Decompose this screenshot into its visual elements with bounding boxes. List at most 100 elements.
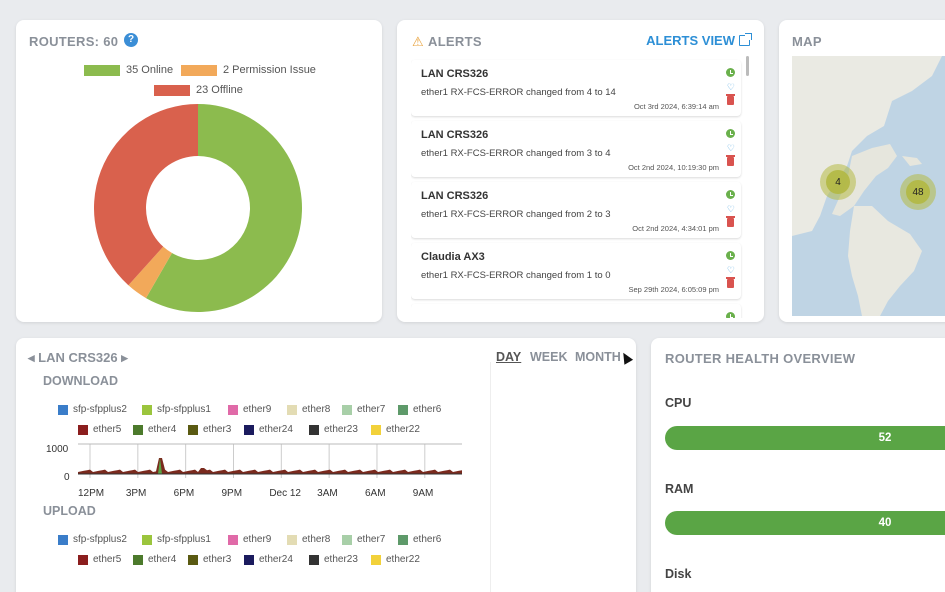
legend-offline[interactable]: 23 Offline	[154, 84, 243, 96]
map-cluster[interactable]: 4	[820, 164, 856, 200]
x-tick-label: 9AM	[412, 488, 434, 499]
alert-item[interactable]: LAN CRS326 ether1 RX-FCS-ERROR changed f…	[411, 182, 741, 238]
routers-title: ROUTERS: 60	[29, 34, 119, 49]
legend-online[interactable]: 35 Online	[84, 64, 173, 76]
interface-swatch	[371, 424, 381, 435]
clock-icon[interactable]	[726, 129, 735, 138]
interface-legend-item[interactable]: ether3	[188, 424, 231, 435]
interface-swatch	[78, 424, 88, 435]
prev-router-icon[interactable]: ◂	[28, 350, 35, 365]
world-map[interactable]: 4 48	[792, 56, 945, 316]
interface-legend-item[interactable]: ether4	[133, 424, 176, 435]
interface-swatch	[133, 554, 143, 565]
interface-legend-item[interactable]: ether22	[371, 554, 420, 565]
interface-legend-item[interactable]: ether9	[228, 534, 271, 545]
trash-icon[interactable]	[726, 216, 735, 227]
cpu-label: CPU	[665, 396, 692, 410]
donut-slice-online[interactable]	[146, 104, 302, 312]
alerts-view-label: ALERTS VIEW	[646, 33, 735, 48]
interface-label: ether6	[413, 534, 442, 545]
interface-swatch	[244, 554, 254, 565]
download-title: DOWNLOAD	[43, 374, 118, 388]
heart-icon[interactable]: ♡	[726, 204, 735, 214]
router-selector[interactable]: ◂ LAN CRS326 ▸	[28, 350, 128, 366]
heart-icon[interactable]: ♡	[726, 265, 735, 275]
map-cluster[interactable]: 48	[900, 174, 936, 210]
cpu-bar: 52	[665, 426, 945, 450]
legend-permission-issue[interactable]: 2 Permission Issue	[181, 64, 316, 76]
interface-label: ether3	[203, 424, 232, 435]
interface-legend-item[interactable]: ether23	[309, 424, 358, 435]
interface-swatch	[228, 404, 238, 415]
interface-swatch	[58, 534, 68, 545]
interface-legend-item[interactable]: ether4	[133, 554, 176, 565]
interface-label: ether3	[203, 554, 232, 565]
interface-legend-item[interactable]: ether7	[342, 404, 385, 415]
interface-swatch	[228, 534, 238, 545]
interface-legend-item[interactable]: sfp-sfpplus1	[142, 404, 211, 415]
interface-legend-item[interactable]: sfp-sfpplus1	[142, 534, 211, 545]
clock-icon[interactable]	[726, 312, 735, 318]
interface-swatch	[398, 534, 408, 545]
interface-legend-item[interactable]: ether3	[188, 554, 231, 565]
help-icon[interactable]: ?	[124, 33, 138, 47]
trash-icon[interactable]	[726, 155, 735, 166]
interface-legend-item[interactable]: sfp-sfpplus2	[58, 534, 127, 545]
interface-swatch	[398, 404, 408, 415]
trash-icon[interactable]	[726, 94, 735, 105]
tab-day[interactable]: DAY	[496, 350, 522, 364]
legend-swatch	[84, 64, 120, 76]
interface-legend-item[interactable]: ether6	[398, 534, 441, 545]
interface-legend-item[interactable]: ether24	[244, 424, 293, 435]
alert-item[interactable]: LAN CRS326 ether1 RX-FCS-ERROR changed f…	[411, 60, 741, 116]
cpu-value: 52	[878, 432, 892, 444]
y-tick-label: 0	[64, 472, 70, 483]
alert-item[interactable]	[411, 304, 741, 318]
alert-router-name: LAN CRS326	[421, 190, 489, 202]
alerts-title: ALERTS	[428, 34, 482, 49]
alert-timestamp: Oct 3rd 2024, 6:39:14 am	[633, 102, 719, 111]
interface-swatch	[371, 554, 381, 565]
heart-icon[interactable]: ♡	[726, 82, 735, 92]
download-area	[78, 458, 462, 474]
clock-icon[interactable]	[726, 68, 735, 77]
donut-slice-offline[interactable]	[94, 104, 198, 286]
next-router-icon[interactable]: ▸	[121, 350, 128, 365]
alert-timestamp: Sep 29th 2024, 6:05:09 pm	[628, 285, 720, 294]
alerts-view-link[interactable]: ALERTS VIEW	[646, 33, 752, 48]
interface-swatch	[287, 534, 297, 545]
trash-icon[interactable]	[726, 277, 735, 288]
interface-legend-item[interactable]: ether23	[309, 554, 358, 565]
interface-label: ether23	[324, 424, 358, 435]
interface-label: ether5	[93, 554, 122, 565]
interface-legend-item[interactable]: ether8	[287, 404, 330, 415]
interface-legend-item[interactable]: ether6	[398, 404, 441, 415]
alert-list[interactable]: LAN CRS326 ether1 RX-FCS-ERROR changed f…	[411, 56, 747, 318]
map-card: MAP 4 48	[779, 20, 945, 322]
interface-swatch	[188, 554, 198, 565]
interface-legend-item[interactable]: ether9	[228, 404, 271, 415]
alert-message: ether1 RX-FCS-ERROR changed from 2 to 3	[421, 209, 611, 220]
alert-list-scrollbar[interactable]	[746, 56, 749, 76]
alert-timestamp: Oct 2nd 2024, 4:34:01 pm	[632, 224, 719, 233]
interface-legend-item[interactable]: ether5	[78, 554, 121, 565]
interface-legend-item[interactable]: ether24	[244, 554, 293, 565]
legend-swatch	[154, 84, 190, 96]
interface-legend-item[interactable]: ether7	[342, 534, 385, 545]
interface-legend-item[interactable]: sfp-sfpplus2	[58, 404, 127, 415]
alert-item[interactable]: LAN CRS326 ether1 RX-FCS-ERROR changed f…	[411, 121, 741, 177]
tab-month[interactable]: MONTH	[575, 350, 621, 364]
donut-slice-permission-issue[interactable]	[128, 246, 172, 299]
interface-swatch	[78, 554, 88, 565]
heart-icon[interactable]: ♡	[726, 143, 735, 153]
clock-icon[interactable]	[726, 251, 735, 260]
tab-week[interactable]: WEEK	[530, 350, 568, 364]
clock-icon[interactable]	[726, 190, 735, 199]
alert-item[interactable]: Claudia AX3 ether1 RX-FCS-ERROR changed …	[411, 243, 741, 299]
interface-legend-item[interactable]: ether22	[371, 424, 420, 435]
interface-legend-item[interactable]: ether5	[78, 424, 121, 435]
interface-label: ether22	[386, 554, 420, 565]
alert-timestamp: Oct 2nd 2024, 10:19:30 pm	[628, 163, 719, 172]
interface-swatch	[309, 424, 319, 435]
interface-legend-item[interactable]: ether8	[287, 534, 330, 545]
